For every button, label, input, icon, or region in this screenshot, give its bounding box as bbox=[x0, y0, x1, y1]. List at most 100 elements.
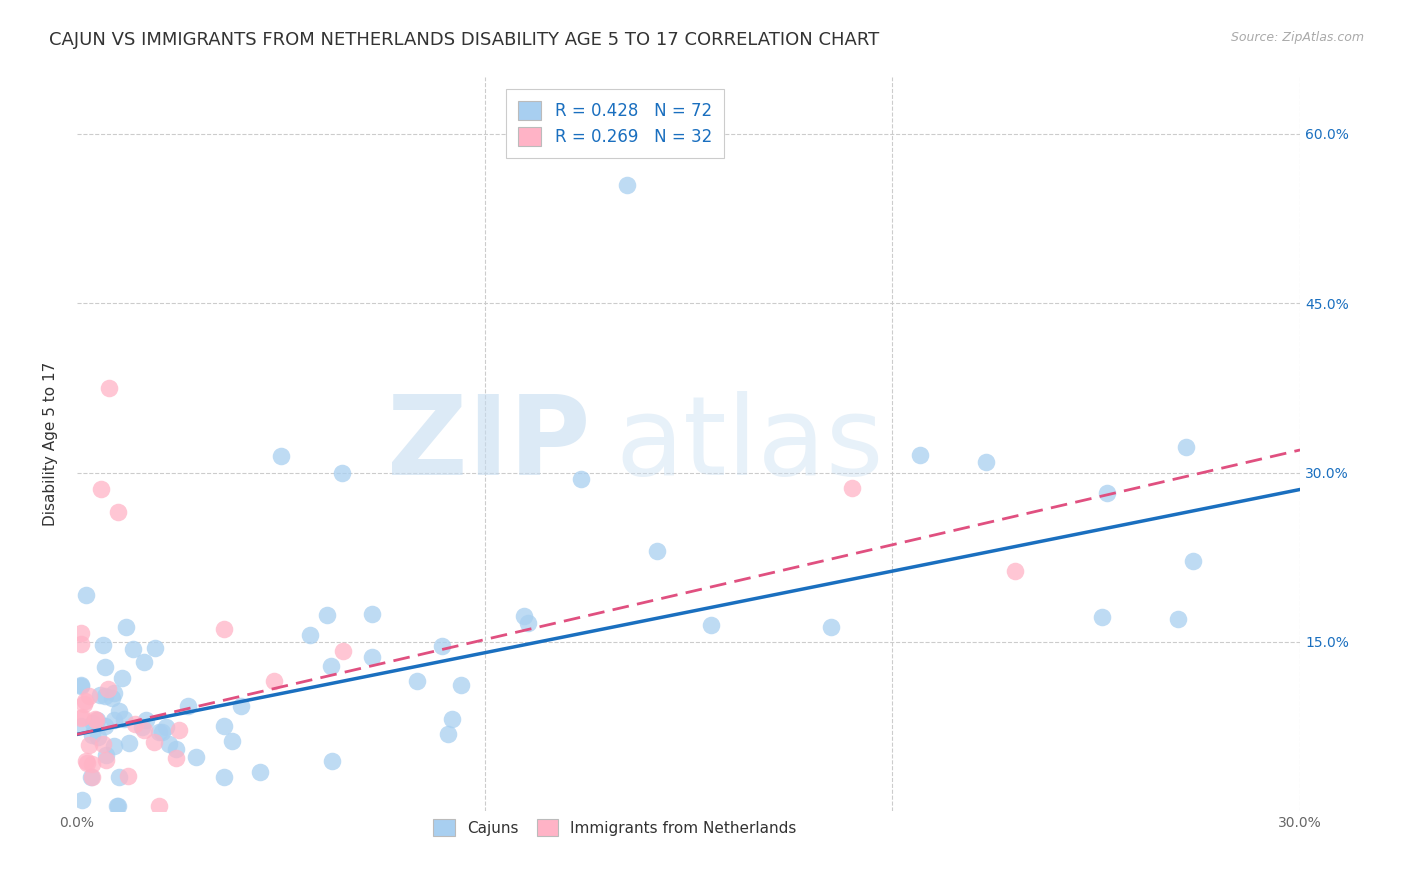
Point bbox=[124, 717, 146, 731]
Point bbox=[70, 626, 93, 640]
Point bbox=[70, 678, 93, 692]
Point bbox=[908, 448, 931, 462]
Point bbox=[84, 712, 107, 726]
Point bbox=[1097, 486, 1119, 500]
Point bbox=[184, 750, 207, 764]
Point bbox=[103, 686, 125, 700]
Point bbox=[299, 628, 322, 642]
Point bbox=[616, 178, 638, 192]
Point bbox=[212, 770, 235, 784]
Point bbox=[118, 736, 141, 750]
Point bbox=[450, 678, 472, 692]
Point bbox=[974, 455, 997, 469]
Point bbox=[214, 622, 236, 636]
Point bbox=[1181, 554, 1204, 568]
Point bbox=[108, 704, 131, 718]
Point bbox=[107, 505, 129, 519]
Point bbox=[229, 699, 252, 714]
Point bbox=[114, 620, 136, 634]
Point bbox=[315, 607, 337, 622]
Point bbox=[360, 607, 382, 621]
Point bbox=[122, 641, 145, 656]
Point bbox=[135, 713, 157, 727]
Point bbox=[107, 798, 129, 813]
Point bbox=[159, 737, 181, 751]
Text: CAJUN VS IMMIGRANTS FROM NETHERLANDS DISABILITY AGE 5 TO 17 CORRELATION CHART: CAJUN VS IMMIGRANTS FROM NETHERLANDS DIS… bbox=[49, 31, 880, 49]
Point bbox=[1174, 440, 1197, 454]
Point bbox=[80, 728, 103, 742]
Point bbox=[517, 616, 540, 631]
Text: atlas: atlas bbox=[614, 391, 883, 498]
Point bbox=[330, 466, 353, 480]
Point bbox=[361, 650, 384, 665]
Point bbox=[569, 472, 592, 486]
Point bbox=[70, 719, 93, 733]
Point bbox=[91, 737, 114, 751]
Point bbox=[263, 674, 285, 689]
Y-axis label: Disability Age 5 to 17: Disability Age 5 to 17 bbox=[44, 362, 58, 526]
Point bbox=[93, 639, 115, 653]
Point bbox=[1167, 612, 1189, 626]
Point bbox=[132, 723, 155, 738]
Point bbox=[76, 756, 98, 771]
Point bbox=[79, 689, 101, 703]
Point bbox=[96, 748, 118, 763]
Point bbox=[70, 792, 93, 806]
Point bbox=[700, 617, 723, 632]
Point bbox=[117, 769, 139, 783]
Point bbox=[131, 720, 153, 734]
Point bbox=[75, 588, 97, 602]
Text: Source: ZipAtlas.com: Source: ZipAtlas.com bbox=[1230, 31, 1364, 45]
Point bbox=[82, 716, 104, 731]
Point bbox=[142, 735, 165, 749]
Point bbox=[97, 682, 120, 697]
Point bbox=[177, 699, 200, 714]
Point bbox=[512, 609, 534, 624]
Point bbox=[155, 720, 177, 734]
Point bbox=[80, 770, 103, 784]
Point bbox=[84, 714, 107, 728]
Point bbox=[70, 679, 93, 693]
Point bbox=[145, 640, 167, 655]
Point bbox=[73, 697, 96, 711]
Point bbox=[436, 727, 458, 741]
Point bbox=[90, 483, 112, 497]
Point bbox=[319, 659, 342, 673]
Point bbox=[86, 713, 108, 727]
Point bbox=[841, 481, 863, 495]
Point bbox=[75, 754, 97, 768]
Point bbox=[645, 544, 668, 558]
Point bbox=[166, 741, 188, 756]
Point bbox=[80, 757, 103, 772]
Point bbox=[111, 671, 134, 685]
Point bbox=[148, 725, 170, 739]
Point bbox=[101, 690, 124, 705]
Point bbox=[212, 719, 235, 733]
Point bbox=[165, 751, 187, 765]
Point bbox=[820, 620, 842, 634]
Point bbox=[270, 449, 292, 463]
Point bbox=[150, 725, 173, 739]
Point bbox=[134, 655, 156, 669]
Point bbox=[86, 731, 108, 745]
Point bbox=[94, 754, 117, 768]
Point bbox=[73, 694, 96, 708]
Point bbox=[406, 673, 429, 688]
Point bbox=[1004, 564, 1026, 578]
Point bbox=[80, 770, 103, 784]
Point bbox=[103, 713, 125, 727]
Point bbox=[105, 798, 128, 813]
Point bbox=[103, 739, 125, 754]
Point bbox=[70, 637, 93, 651]
Point bbox=[321, 754, 343, 768]
Point bbox=[332, 644, 354, 658]
Legend: Cajuns, Immigrants from Netherlands: Cajuns, Immigrants from Netherlands bbox=[426, 811, 804, 844]
Point bbox=[249, 765, 271, 780]
Point bbox=[221, 734, 243, 748]
Point bbox=[440, 712, 463, 726]
Point bbox=[1091, 609, 1114, 624]
Point bbox=[93, 689, 115, 703]
Point bbox=[112, 712, 135, 726]
Point bbox=[89, 688, 111, 702]
Point bbox=[94, 660, 117, 674]
